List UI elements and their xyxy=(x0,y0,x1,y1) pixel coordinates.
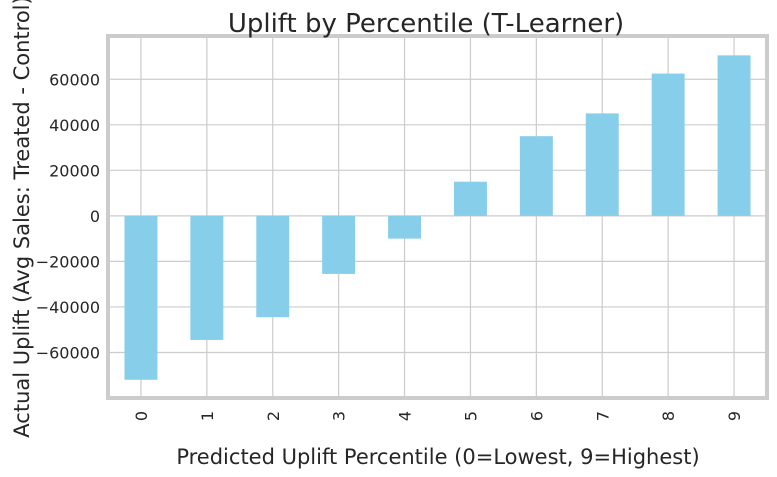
bar-2 xyxy=(256,215,290,318)
bar-9 xyxy=(717,55,751,216)
y-tick-label: −60000 xyxy=(36,343,100,362)
y-tick-label: 60000 xyxy=(49,70,100,89)
x-tick-label: 2 xyxy=(264,411,283,421)
y-tick-label: 40000 xyxy=(49,116,100,135)
x-tick-label: 1 xyxy=(198,411,217,421)
y-tick-label: 0 xyxy=(90,207,100,226)
grid-layer xyxy=(108,36,767,398)
tick-layer: −60000 −40000 −20000 0 20000 40000 60000 0 1 2 3 4 5… xyxy=(36,70,744,421)
x-tick-label: 3 xyxy=(330,411,349,421)
y-tick-label: −20000 xyxy=(36,252,100,271)
bar-8 xyxy=(651,73,685,216)
bar-5 xyxy=(453,181,487,216)
bar-6 xyxy=(519,136,553,216)
x-tick-label: 6 xyxy=(527,411,546,421)
bar-layer xyxy=(124,55,751,380)
bar-4 xyxy=(388,215,422,239)
x-axis-label: Predicted Uplift Percentile (0=Lowest, 9… xyxy=(176,445,699,469)
plot-frame xyxy=(106,34,769,400)
x-tick-label: 8 xyxy=(659,411,678,421)
bar-3 xyxy=(322,215,356,274)
bar-7 xyxy=(585,113,619,216)
x-tick-label: 0 xyxy=(132,411,151,421)
y-axis-label: Actual Uplift (Avg Sales: Treated - Cont… xyxy=(10,0,34,438)
bar-1 xyxy=(190,215,224,340)
y-tick-label: −40000 xyxy=(36,298,100,317)
chart-title: Uplift by Percentile (T-Learner) xyxy=(228,9,624,39)
x-tick-label: 7 xyxy=(593,411,612,421)
x-tick-label: 4 xyxy=(396,411,415,421)
y-tick-label: 20000 xyxy=(49,161,100,180)
x-tick-label: 9 xyxy=(725,411,744,421)
bar-0 xyxy=(124,215,158,380)
x-tick-label: 5 xyxy=(461,411,480,421)
